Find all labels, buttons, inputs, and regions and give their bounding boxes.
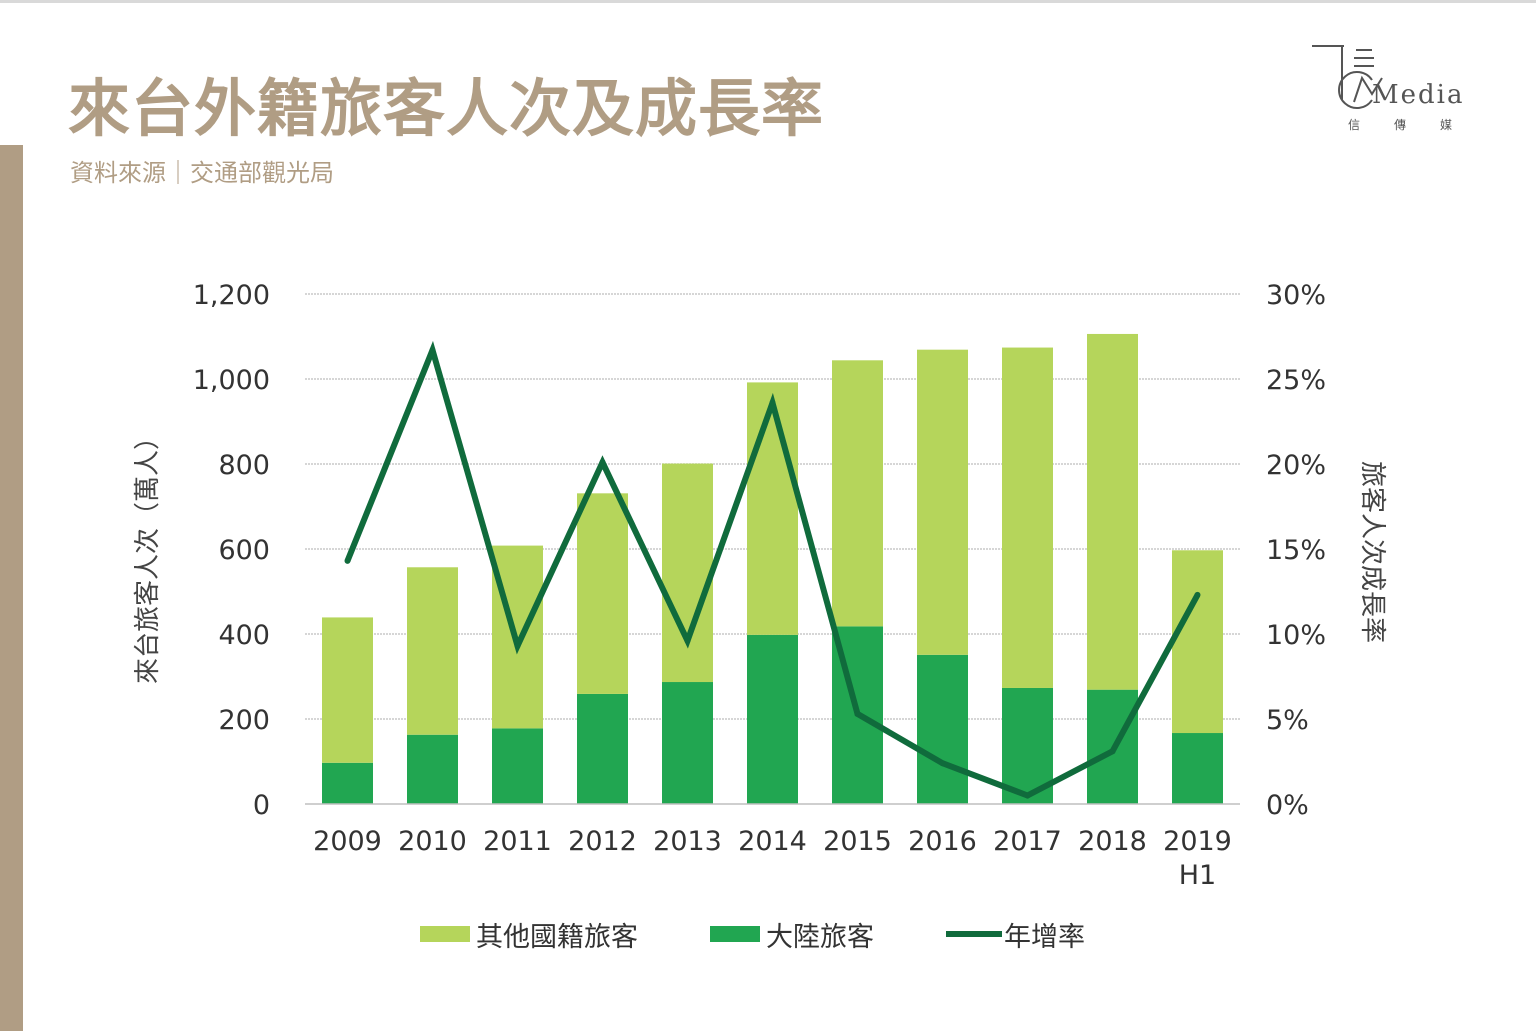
growth-point [939, 760, 946, 767]
bar-mainland [747, 634, 798, 804]
bar-other [747, 382, 798, 635]
legend-item-other: 其他國籍旅客 [420, 915, 638, 954]
growth-point [1024, 792, 1031, 799]
logo-subtitle: 信傳媒 [1348, 118, 1487, 132]
legend-item-growth: 年增率 [946, 915, 1085, 954]
bar-other [577, 493, 628, 694]
y-tick-label: 600 [218, 535, 270, 566]
legend-swatch-other [420, 926, 470, 942]
page-title: 來台外籍旅客人次及成長率 [68, 72, 825, 145]
bar-mainland [917, 654, 968, 804]
bar-mainland [407, 734, 458, 804]
growth-point [344, 557, 351, 564]
side-accent-bar [0, 145, 23, 1031]
bar-other [322, 617, 373, 763]
legend-item-mainland: 大陸旅客 [710, 915, 874, 954]
bar-mainland [322, 762, 373, 804]
x-tick-label: 2009 [313, 826, 382, 857]
bar-mainland [492, 728, 543, 804]
x-tick-label: 2011 [483, 826, 552, 857]
y2-tick-label: 15% [1266, 535, 1326, 566]
y-tick-label: 1,200 [193, 280, 270, 311]
growth-point [769, 399, 776, 406]
y2-tick-label: 0% [1266, 790, 1309, 821]
legend-label-other: 其他國籍旅客 [476, 921, 638, 953]
x-tick-label: 2017 [993, 826, 1062, 857]
x-tick-label: 2010 [398, 826, 467, 857]
y-tick-label: 400 [218, 620, 270, 651]
top-rule [0, 0, 1536, 3]
y-tick-label: 200 [218, 705, 270, 736]
y-tick-label: 1,000 [193, 365, 270, 396]
x-tick-label: 2012 [568, 826, 637, 857]
bar-other [1002, 347, 1053, 688]
bar-layer [322, 333, 1223, 804]
y2-tick-label: 10% [1266, 620, 1326, 651]
x-tick-label: 2014 [738, 826, 807, 857]
bar-other [917, 349, 968, 655]
y2-tick-label: 30% [1266, 280, 1326, 311]
growth-point [429, 347, 436, 354]
y2-axis-title: 旅客人次成長率 [1357, 461, 1387, 643]
brand-logo: Media 信傳媒 [1306, 42, 1476, 138]
bar-other [832, 360, 883, 627]
x-tick-label: 2016 [908, 826, 977, 857]
x-tick-label: 2018 [1078, 826, 1147, 857]
legend-swatch-growth [946, 931, 1002, 937]
axis-layer: 0 0% 200 5% 400 10% 600 15% 800 20% 1,000 25% 1,200 3… [133, 280, 1387, 891]
bar-mainland [577, 693, 628, 804]
y2-tick-label: 5% [1266, 705, 1309, 736]
growth-point [599, 459, 606, 466]
bar-other [1172, 550, 1223, 734]
growth-point [1109, 748, 1116, 755]
legend-label-growth: 年增率 [1004, 921, 1085, 953]
chart-legend: 其他國籍旅客 大陸旅客 年增率 [420, 912, 1157, 956]
line-layer [344, 340, 1201, 799]
logo-mark-icon [1312, 45, 1383, 109]
growth-point [684, 637, 691, 644]
bar-mainland [662, 682, 713, 804]
y-axis-title: 來台旅客人次（萬人） [133, 424, 163, 684]
bar-other [1087, 333, 1138, 690]
x-tick-label: 2015 [823, 826, 892, 857]
y-tick-label: 0 [253, 790, 270, 821]
growth-point [1194, 591, 1201, 598]
page-source: 資料來源｜交通部觀光局 [70, 159, 334, 187]
y2-tick-label: 25% [1266, 365, 1326, 396]
legend-label-mainland: 大陸旅客 [766, 921, 874, 953]
bar-other [662, 463, 713, 683]
x-tick-label: 2013 [653, 826, 722, 857]
growth-point [854, 710, 861, 717]
logo-wordmark: Media [1372, 80, 1465, 110]
y-tick-label: 800 [218, 450, 270, 481]
bar-mainland [1172, 733, 1223, 804]
x-tick-label: 2019 H1 [1163, 826, 1232, 891]
y2-tick-label: 20% [1266, 450, 1326, 481]
bar-other [407, 567, 458, 735]
growth-point [514, 642, 521, 649]
legend-swatch-mainland [710, 926, 760, 942]
